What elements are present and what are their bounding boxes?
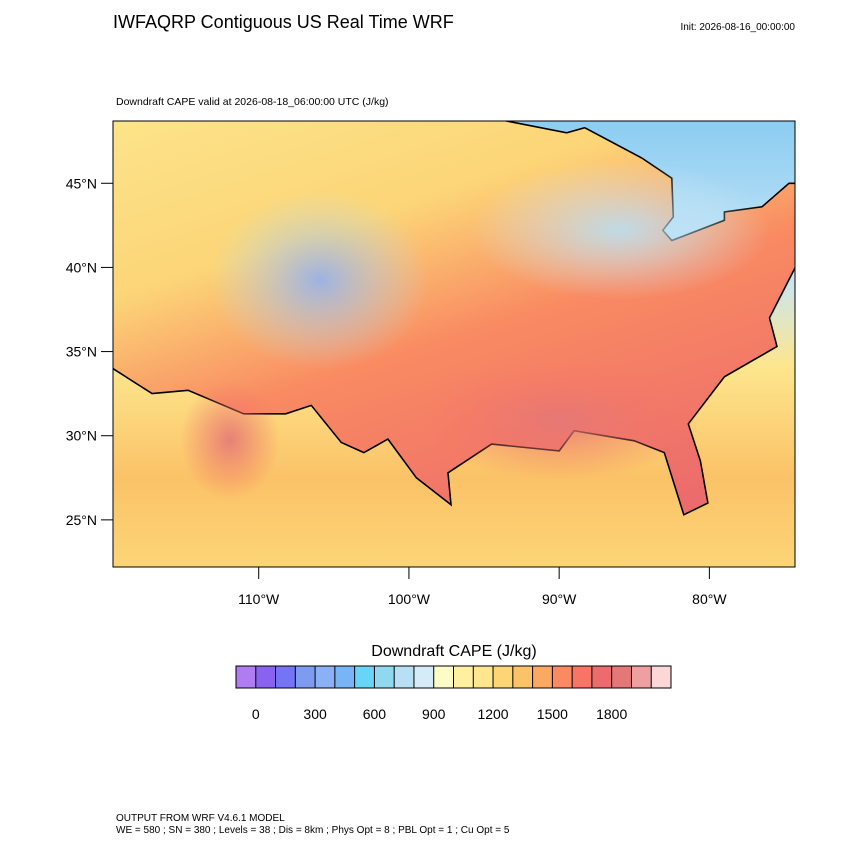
- footer-line: OUTPUT FROM WRF V4.6.1 MODEL: [116, 813, 285, 824]
- colorbar-box: [394, 666, 414, 688]
- colorbar-title: Downdraft CAPE (J/kg): [371, 643, 536, 660]
- colorbar-tick-label: 900: [422, 706, 446, 722]
- colorbar-box: [433, 666, 454, 688]
- colorbar-box: [255, 666, 276, 688]
- map-field: [113, 121, 795, 567]
- colorbar-box: [275, 666, 296, 688]
- colorbar-tick-label: 1200: [477, 706, 508, 722]
- lon-tick-label: 90°W: [542, 591, 577, 607]
- map-frame: [112, 120, 796, 568]
- colorbar-tick-label: 0: [252, 706, 260, 722]
- lat-tick-label: 40°N: [66, 259, 97, 275]
- colorbar-box: [493, 666, 513, 688]
- colorbar-box: [315, 666, 335, 688]
- footer-line: WE = 580 ; SN = 380 ; Levels = 38 ; Dis …: [116, 825, 510, 836]
- colorbar-tick-label: 1800: [596, 706, 627, 722]
- colorbar-tick-label: 300: [303, 706, 327, 722]
- colorbar-box: [295, 666, 316, 688]
- colorbar-box: [512, 666, 533, 688]
- lat-tick-label: 25°N: [66, 512, 97, 528]
- colorbar-box: [631, 666, 652, 688]
- lat-tick-label: 45°N: [66, 175, 97, 191]
- colorbar-box: [572, 666, 592, 688]
- colorbar-box: [473, 666, 494, 688]
- colorbar-box: [236, 666, 256, 688]
- field-low: [210, 190, 430, 370]
- colorbar-box: [354, 666, 375, 688]
- colorbar-tick-label: 1500: [537, 706, 568, 722]
- subtitle: Downdraft CAPE valid at 2026-08-18_06:00…: [116, 96, 389, 108]
- lon-tick-label: 110°W: [238, 591, 280, 607]
- colorbar: 0 300 600 900 1200 1500 1800: [235, 665, 672, 722]
- colorbar-box: [334, 666, 355, 688]
- colorbar-box: [591, 666, 612, 688]
- lat-tick-label: 30°N: [66, 428, 97, 444]
- colorbar-box: [611, 666, 632, 688]
- colorbar-box: [532, 666, 553, 688]
- colorbar-box: [374, 666, 395, 688]
- colorbar-box: [651, 666, 671, 688]
- field-low: [470, 160, 770, 300]
- colorbar-box: [453, 666, 474, 688]
- lon-tick-label: 80°W: [692, 591, 727, 607]
- colorbar-box: [552, 666, 573, 688]
- lat-tick-label: 35°N: [66, 344, 97, 360]
- init-time: Init: 2026-08-16_00:00:00: [680, 22, 795, 33]
- field-high: [420, 360, 700, 480]
- title: IWFAQRP Contiguous US Real Time WRF: [113, 12, 454, 32]
- lon-tick-label: 100°W: [388, 591, 431, 607]
- colorbar-tick-label: 600: [363, 706, 387, 722]
- colorbar-box: [413, 666, 434, 688]
- field-high: [180, 380, 280, 500]
- colorbar-frame: [235, 665, 672, 689]
